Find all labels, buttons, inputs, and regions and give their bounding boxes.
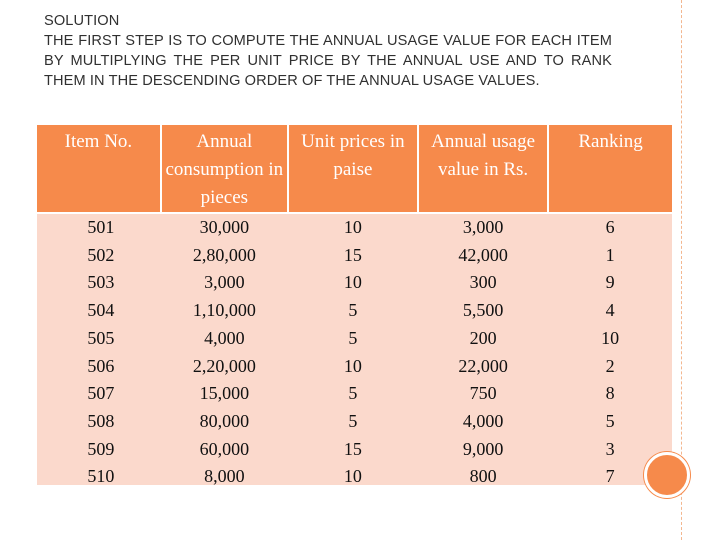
table-cell: 501	[87, 217, 115, 237]
table-cell: 4	[605, 300, 615, 321]
table-cell: 15	[343, 244, 362, 265]
table-cell: 80,000	[199, 410, 250, 431]
usage-value-table: Item No. Annual consumption in pieces Un…	[37, 125, 672, 491]
table-cell: 505	[87, 327, 115, 348]
table-cell: 510	[87, 466, 115, 487]
table-cell: 5,500	[462, 300, 504, 321]
table-cell: 5	[348, 300, 358, 321]
header-ranking: Ranking	[548, 125, 672, 214]
header-unit-price: Unit prices in paise	[287, 125, 419, 214]
table-header-row: Item No. Annual consumption in pieces Un…	[37, 125, 672, 214]
table-cell: 10	[601, 327, 620, 348]
table-row: 502 2,80,000 15 42,000 1	[37, 242, 672, 270]
table-cell: 7	[605, 466, 615, 487]
table-cell: 300	[469, 272, 497, 293]
table-cell: 504	[87, 300, 115, 321]
table-cell: 2,80,000	[192, 244, 256, 265]
table-cell: 502	[87, 244, 115, 265]
table-cell: 3,000	[204, 272, 245, 293]
slide-border-line	[681, 0, 682, 540]
table-cell: 750	[469, 383, 497, 404]
table-body: 501 30,000 10 3,000 6 502 2,80,000 15 42,000 1 503…	[37, 213, 672, 491]
table-row: 506 2,20,000 10 22,000 2	[37, 353, 672, 381]
table-cell: 10	[343, 355, 362, 376]
table-cell: 42,000	[458, 244, 508, 265]
header-annual-consumption: Annual consumption in pieces	[160, 125, 289, 214]
table-cell: 5	[348, 327, 358, 348]
table-cell: 22,000	[458, 355, 508, 376]
table-row: 503 3,000 10 300 9	[37, 269, 672, 297]
table-cell: 509	[87, 438, 115, 459]
table-cell: 1	[605, 244, 615, 265]
table-cell: 8,000	[204, 466, 245, 487]
table-cell: 10	[343, 466, 362, 487]
solution-title: SOLUTION	[44, 13, 120, 29]
table-cell: 3	[605, 438, 615, 459]
table-cell: 507	[87, 383, 115, 404]
table-cell: 5	[348, 383, 358, 404]
table-cell: 30,000	[199, 217, 250, 237]
table-cell: 2,20,000	[192, 355, 256, 376]
table-cell: 15,000	[199, 383, 250, 404]
solution-text: SOLUTION THE FIRST STEP IS TO COMPUTE TH…	[44, 11, 612, 91]
table-cell: 2	[605, 355, 615, 376]
table-cell: 3,000	[462, 217, 504, 237]
table-cell: 6	[605, 217, 615, 237]
table-row: 508 80,000 5 4,000 5	[37, 408, 672, 436]
slide-number-badge	[644, 452, 690, 498]
table-row: 507 15,000 5 750 8	[37, 380, 672, 408]
table-cell: 10	[343, 217, 362, 237]
table-cell: 60,000	[199, 438, 250, 459]
table-cell: 506	[87, 355, 115, 376]
table-cell: 508	[87, 410, 115, 431]
table-row: 501 30,000 10 3,000 6	[37, 213, 672, 242]
solution-body: THE FIRST STEP IS TO COMPUTE THE ANNUAL …	[44, 33, 612, 89]
header-item-no: Item No.	[37, 125, 162, 214]
table-cell: 5	[348, 410, 358, 431]
table-row: 510 8,000 10 800 7	[37, 463, 672, 491]
table-cell: 10	[343, 272, 362, 293]
table-row: 509 60,000 15 9,000 3	[37, 436, 672, 464]
table-cell: 8	[605, 383, 615, 404]
header-annual-usage-value: Annual usage value in Rs.	[417, 125, 550, 214]
abc-table: Item No. Annual consumption in pieces Un…	[37, 125, 672, 486]
table-cell: 200	[469, 327, 497, 348]
table-cell: 503	[87, 272, 115, 293]
table-cell: 9	[605, 272, 615, 293]
table-cell: 15	[343, 438, 362, 459]
table-cell: 4,000	[204, 327, 245, 348]
table-cell: 5	[605, 410, 615, 431]
table-row: 504 1,10,000 5 5,500 4	[37, 297, 672, 325]
table-cell: 800	[469, 466, 497, 487]
table-row: 505 4,000 5 200 10	[37, 325, 672, 353]
table-cell: 9,000	[462, 438, 504, 459]
table-cell: 1,10,000	[192, 300, 256, 321]
table-cell: 4,000	[462, 410, 504, 431]
